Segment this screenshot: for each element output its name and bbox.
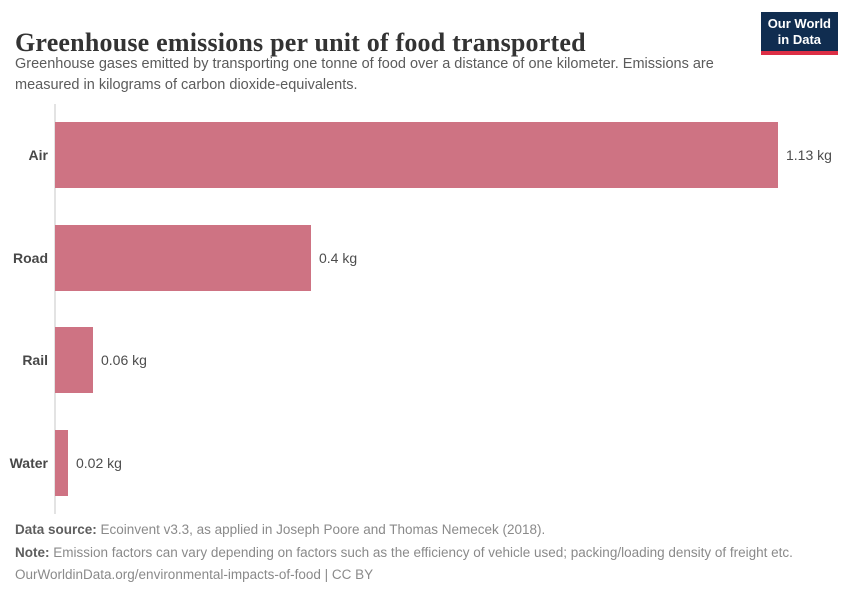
bar-chart: Air 1.13 kg Road 0.4 kg Rail 0.06 kg Water 0.02…	[0, 104, 850, 514]
category-label: Air	[28, 147, 48, 164]
category-label: Road	[13, 249, 48, 266]
bar-row-air: Air 1.13 kg	[0, 104, 850, 207]
note-line: Note: Emission factors can vary dependin…	[15, 542, 837, 565]
y-axis-line	[54, 104, 56, 514]
owid-logo-line2: in Data	[777, 32, 822, 47]
bar-rail[interactable]	[55, 327, 93, 394]
data-source-text: Ecoinvent v3.3, as applied in Joseph Poo…	[100, 522, 546, 537]
bar-rows: Air 1.13 kg Road 0.4 kg Rail 0.06 kg Water 0.02…	[0, 104, 850, 514]
owid-logo-line1: Our World	[767, 16, 831, 31]
page-title: Greenhouse emissions per unit of food tr…	[15, 28, 586, 58]
bar-row-rail: Rail 0.06 kg	[0, 309, 850, 412]
category-label: Water	[9, 454, 48, 471]
value-label: 0.02 kg	[76, 454, 122, 471]
license-line: OurWorldinData.org/environmental-impacts…	[15, 567, 374, 582]
note-label: Note:	[15, 544, 50, 560]
data-source-line: Data source: Ecoinvent v3.3, as applied …	[15, 519, 837, 542]
bar-road[interactable]	[55, 224, 311, 291]
data-source-label: Data source:	[15, 522, 97, 537]
bar-air[interactable]	[55, 122, 778, 189]
chart-subtitle: Greenhouse gases emitted by transporting…	[15, 56, 714, 93]
bar-row-road: Road 0.4 kg	[0, 207, 850, 310]
bar-water[interactable]	[55, 429, 68, 496]
bar-row-water: Water 0.02 kg	[0, 412, 850, 515]
value-label: 0.4 kg	[319, 249, 358, 266]
chart-footer: Data source: Ecoinvent v3.3, as applied …	[15, 519, 837, 587]
value-label: 1.13 kg	[786, 147, 832, 164]
owid-logo: Our World in Data	[760, 12, 838, 55]
category-label: Rail	[22, 352, 48, 369]
note-text: Emission factors can vary depending on f…	[53, 544, 793, 560]
value-label: 0.06 kg	[101, 352, 147, 369]
